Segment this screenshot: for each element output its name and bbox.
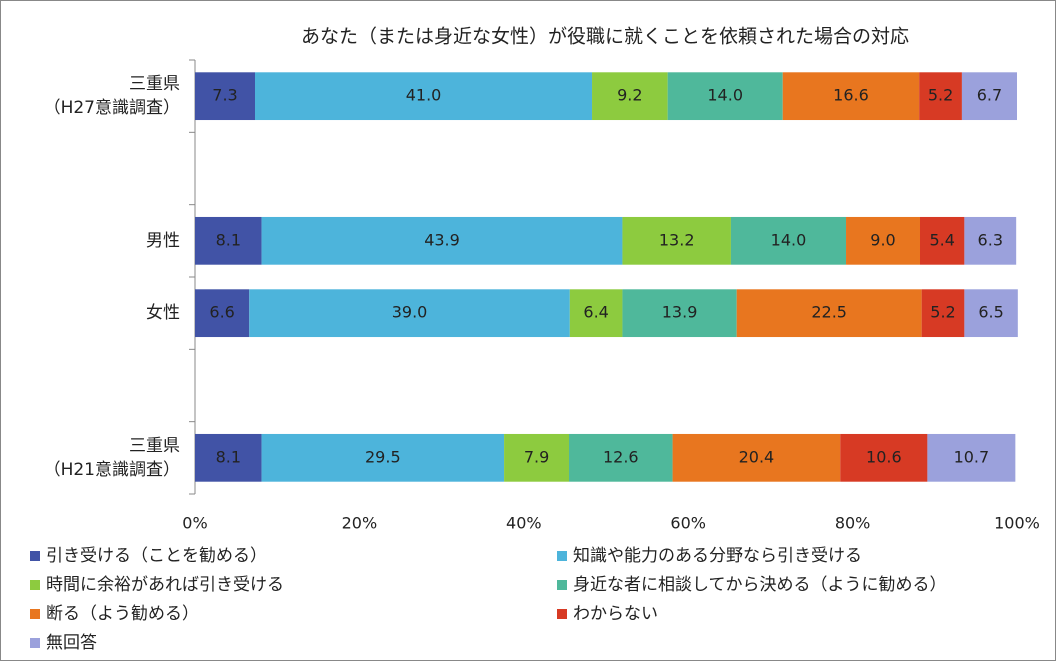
- bar-segment: [195, 72, 256, 121]
- legend-label: 時間に余裕があれば引き受ける: [46, 575, 284, 595]
- bar-segment: [840, 433, 928, 482]
- value-label: 7.3: [212, 86, 237, 105]
- value-label: 6.4: [583, 303, 608, 322]
- value-label: 13.2: [659, 230, 695, 249]
- bar-segment: [261, 216, 623, 265]
- legend-label: わからない: [573, 604, 658, 624]
- value-label: 29.5: [365, 447, 401, 466]
- bar-segment: [846, 216, 921, 265]
- value-label: 8.1: [216, 230, 241, 249]
- value-label: 6.6: [209, 303, 234, 322]
- x-tick-label: 40%: [506, 514, 542, 533]
- value-label: 10.7: [954, 447, 990, 466]
- category-label: 男性: [146, 230, 180, 251]
- bar-segment: [195, 433, 262, 482]
- legend-swatch: [557, 551, 567, 561]
- chart-title: あなた（または身近な女性）が役職に就くことを依頼された場合の対応: [301, 26, 909, 48]
- bar-segment: [195, 216, 262, 265]
- value-label: 20.4: [739, 447, 775, 466]
- value-label: 9.0: [870, 230, 895, 249]
- bar-segment: [622, 289, 737, 338]
- bar-segment: [672, 433, 841, 482]
- legend-swatch: [557, 609, 567, 619]
- value-label: 10.6: [866, 447, 902, 466]
- value-label: 6.5: [978, 303, 1003, 322]
- x-tick-label: 20%: [342, 514, 378, 533]
- bar-segment: [667, 72, 783, 121]
- bar-segment: [592, 72, 668, 121]
- bar-segment: [569, 433, 673, 482]
- legend-swatch: [30, 580, 40, 590]
- value-label: 41.0: [406, 86, 442, 105]
- bar-segment: [964, 289, 1018, 338]
- legend-label: 引き受ける（ことを勧める）: [46, 546, 267, 566]
- value-label: 14.0: [707, 86, 743, 105]
- value-label: 39.0: [392, 303, 428, 322]
- category-label: 女性: [146, 303, 180, 324]
- value-label: 8.1: [216, 447, 241, 466]
- legend-label: 身近な者に相談してから決める（ように勧める）: [573, 575, 947, 595]
- bar-segment: [927, 433, 1016, 482]
- value-label: 5.4: [929, 230, 954, 249]
- value-label: 9.2: [617, 86, 642, 105]
- x-tick-label: 60%: [670, 514, 706, 533]
- bar-segment: [569, 289, 623, 338]
- bar-segment: [504, 433, 570, 482]
- category-label: 三重県 （H27意識調査）: [43, 74, 180, 119]
- value-label: 43.9: [424, 230, 460, 249]
- bar-segment: [921, 289, 965, 338]
- bar-segment: [255, 72, 593, 121]
- bar-segment: [964, 216, 1017, 265]
- bar-segment: [249, 289, 570, 338]
- value-label: 5.2: [930, 303, 955, 322]
- value-label: 6.7: [977, 86, 1002, 105]
- legend-label: 断る（よう勧める）: [46, 604, 199, 624]
- legend-label: 知識や能力のある分野なら引き受ける: [573, 546, 862, 566]
- value-label: 14.0: [771, 230, 807, 249]
- legend-swatch: [30, 638, 40, 648]
- legend-label: 無回答: [46, 633, 97, 653]
- legend-swatch: [30, 609, 40, 619]
- legend-swatch: [557, 580, 567, 590]
- value-label: 6.3: [978, 230, 1003, 249]
- value-label: 22.5: [811, 303, 847, 322]
- bar-segment: [622, 216, 731, 265]
- category-label: 三重県 （H21意識調査）: [43, 435, 180, 480]
- legend-swatch: [30, 551, 40, 561]
- x-tick-label: 100%: [994, 514, 1040, 533]
- value-label: 16.6: [833, 86, 869, 105]
- x-tick-label: 80%: [835, 514, 871, 533]
- x-tick-label: 0%: [182, 514, 207, 533]
- bar-segment: [920, 216, 965, 265]
- value-label: 13.9: [662, 303, 698, 322]
- bar-segment: [261, 433, 505, 482]
- value-label: 12.6: [603, 447, 639, 466]
- bar-segment: [961, 72, 1017, 121]
- value-label: 7.9: [524, 447, 549, 466]
- bar-segment: [919, 72, 962, 121]
- bar-segment: [782, 72, 920, 121]
- bar-segment: [736, 289, 922, 338]
- value-label: 5.2: [928, 86, 953, 105]
- bar-segment: [730, 216, 847, 265]
- bar-segment: [195, 289, 250, 338]
